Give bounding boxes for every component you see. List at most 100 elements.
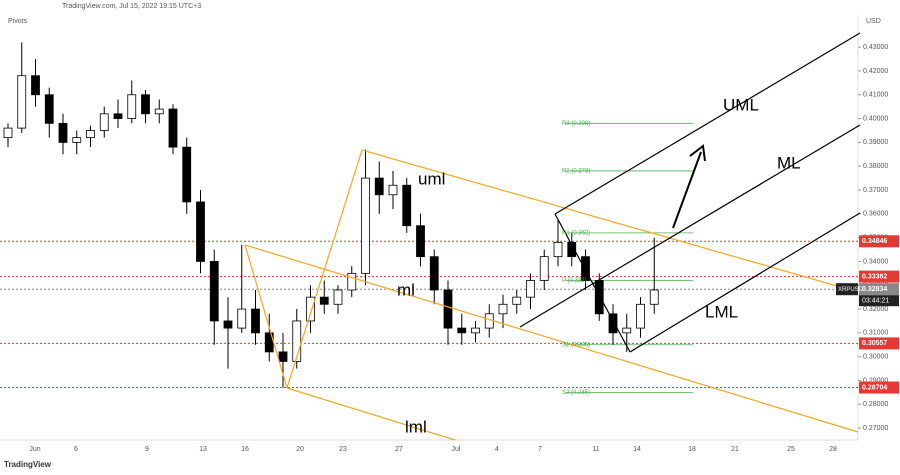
level-tag-label: 0.34846 bbox=[862, 238, 887, 245]
y-tick-label: 0.34000 bbox=[863, 258, 888, 265]
y-tick-label: 0.43000 bbox=[863, 44, 888, 51]
level-tag-label: 0.28704 bbox=[862, 384, 887, 391]
candle-body bbox=[581, 256, 590, 281]
x-tick-label: 13 bbox=[199, 446, 207, 453]
pitchfork-handle bbox=[244, 244, 288, 389]
x-tick-label: 21 bbox=[731, 446, 739, 453]
annotation: lml bbox=[405, 417, 427, 436]
candle-body bbox=[113, 113, 123, 119]
y-tick-label: 0.40000 bbox=[863, 115, 888, 122]
y-tick-label: 0.42000 bbox=[863, 68, 888, 75]
x-tick-label: 16 bbox=[241, 446, 249, 453]
candle-body bbox=[223, 320, 233, 329]
pivot-label: R2 (0.378) bbox=[562, 169, 590, 175]
annotation: ML bbox=[777, 153, 801, 172]
annotation: uml bbox=[418, 169, 445, 188]
arrow-head bbox=[689, 144, 706, 162]
candle-body bbox=[333, 289, 343, 305]
symbol: XRPUSD bbox=[838, 287, 864, 293]
pitchfork-lower bbox=[629, 212, 861, 353]
candle-body bbox=[292, 320, 302, 362]
currency: USD bbox=[866, 18, 881, 25]
annotation: LML bbox=[705, 302, 738, 321]
annotation: ml bbox=[397, 280, 415, 299]
candle-body bbox=[182, 146, 192, 203]
candle-body bbox=[361, 177, 370, 274]
x-tick-label: 27 bbox=[395, 446, 403, 453]
candle-body bbox=[72, 137, 82, 143]
x-tick-label: 9 bbox=[145, 446, 149, 453]
candle-body bbox=[539, 256, 549, 281]
candle-body bbox=[429, 256, 439, 291]
pitchfork-lower bbox=[286, 387, 456, 441]
candle-body bbox=[58, 122, 68, 143]
candle-body bbox=[99, 113, 109, 131]
y-tick-label: 0.38000 bbox=[863, 163, 888, 170]
pitchfork-upper bbox=[554, 32, 861, 215]
x-tick-label: 11 bbox=[592, 446, 599, 453]
candle-body bbox=[168, 108, 178, 148]
candle-body bbox=[498, 303, 508, 315]
candle-body bbox=[594, 280, 604, 315]
level-tag bbox=[859, 235, 899, 248]
candle-body bbox=[86, 130, 95, 139]
level-tag bbox=[859, 270, 899, 283]
symbol-tag bbox=[836, 283, 858, 296]
candle-body bbox=[374, 177, 384, 196]
pivot-label: R1 (0.352) bbox=[562, 230, 590, 236]
x-tick-label: Jul bbox=[452, 446, 461, 453]
candle-body bbox=[622, 327, 632, 334]
x-tick-label: 25 bbox=[787, 446, 795, 453]
candle-body bbox=[196, 201, 205, 262]
pitchfork-median bbox=[244, 244, 859, 433]
candle-body bbox=[388, 184, 398, 196]
last-price-tag bbox=[859, 283, 899, 296]
candle-body bbox=[649, 289, 659, 305]
header-source: TradingView.com, Jul 15, 2022 19:15 UTC+… bbox=[62, 3, 201, 10]
candle-body bbox=[251, 308, 260, 334]
countdown: 03:44:21 bbox=[862, 298, 889, 305]
pivot-label: S1 (0.305) bbox=[562, 342, 590, 348]
black-pitchfork bbox=[519, 32, 861, 353]
candle-body bbox=[443, 289, 453, 329]
countdown-tag bbox=[859, 295, 899, 307]
candle-body bbox=[31, 75, 40, 96]
candle-body bbox=[471, 327, 480, 334]
pitchfork-upper bbox=[361, 149, 859, 293]
x-tick-label: 7 bbox=[538, 446, 542, 453]
x-tick-label: 4 bbox=[495, 446, 499, 453]
y-tick-label: 0.36000 bbox=[863, 211, 888, 218]
annotation: UML bbox=[723, 95, 759, 114]
y-tick-label: 0.39000 bbox=[863, 139, 888, 146]
pitchfork-handle bbox=[554, 213, 631, 353]
candle-body bbox=[3, 127, 13, 139]
candle-body bbox=[512, 296, 522, 305]
indicator-name: Pivots bbox=[8, 18, 28, 25]
y-tick-label: 0.28000 bbox=[863, 401, 888, 408]
last-price-tag-label: 0.32834 bbox=[862, 286, 887, 293]
candle-body bbox=[347, 272, 357, 291]
pitchfork-median bbox=[519, 124, 861, 328]
pivot-label: P (0.332) bbox=[562, 278, 587, 284]
y-tick-label: 0.32000 bbox=[863, 306, 888, 313]
level-tag-label: 0.30557 bbox=[862, 340, 887, 347]
x-tick-label: 18 bbox=[688, 446, 696, 453]
x-tick-label: 20 bbox=[296, 446, 304, 453]
candle-body bbox=[209, 261, 219, 322]
x-tick-label: Jun bbox=[29, 446, 40, 453]
y-tick-label: 0.30000 bbox=[863, 354, 888, 361]
level-tag bbox=[859, 337, 899, 350]
candle-body bbox=[402, 184, 412, 227]
candle-body bbox=[237, 308, 247, 329]
candle-body bbox=[127, 94, 137, 119]
pivot-label: R3 (0.398) bbox=[562, 121, 590, 127]
candle-body bbox=[636, 303, 645, 329]
y-tick-label: 0.37000 bbox=[863, 187, 888, 194]
orange-pitchfork bbox=[244, 149, 859, 441]
candle-body bbox=[278, 351, 288, 362]
candle-body bbox=[416, 225, 425, 258]
candle-body bbox=[154, 108, 164, 115]
x-tick-label: 14 bbox=[633, 446, 641, 453]
